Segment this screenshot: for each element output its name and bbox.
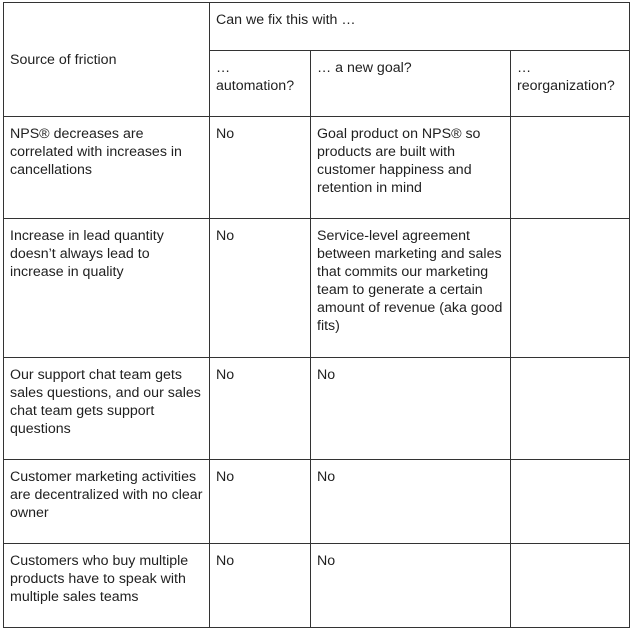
- source-cell: NPS® decreases are correlated with incre…: [3, 116, 210, 219]
- friction-table: Source of friction Can we fix this with …: [3, 2, 631, 628]
- automation-cell: No: [209, 116, 311, 219]
- table-header-row: Source of friction Can we fix this with …: [3, 2, 631, 117]
- new-goal-cell: No: [310, 459, 511, 544]
- new-goal-header: … a new goal?: [310, 50, 511, 117]
- reorganization-cell: [509, 543, 631, 628]
- reorganization-cell: [509, 357, 631, 460]
- table-row: NPS® decreases are correlated with incre…: [3, 116, 631, 219]
- source-cell: Customers who buy multiple products have…: [3, 543, 210, 628]
- friction-table-page: Source of friction Can we fix this with …: [3, 2, 631, 628]
- table-row: Our support chat team gets sales questio…: [3, 357, 631, 460]
- source-of-friction-header: Source of friction: [3, 2, 210, 117]
- automation-cell: No: [209, 543, 311, 628]
- table-row: Customers who buy multiple products have…: [3, 543, 631, 628]
- automation-cell: No: [209, 357, 311, 460]
- automation-cell: No: [209, 459, 311, 544]
- new-goal-cell: No: [310, 543, 511, 628]
- reorganization-cell: [509, 116, 631, 219]
- source-cell: Customer marketing activities are decent…: [3, 459, 210, 544]
- reorganization-cell: [509, 218, 631, 358]
- fix-question-header: Can we fix this with …: [208, 2, 631, 51]
- table-row: Customer marketing activities are decent…: [3, 459, 631, 544]
- new-goal-cell: Service-level agreement between marketin…: [310, 218, 511, 358]
- table-row: Increase in lead quantity doesn’t always…: [3, 218, 631, 358]
- automation-header: … automation?: [209, 50, 311, 117]
- automation-cell: No: [209, 218, 311, 358]
- reorganization-cell: [509, 459, 631, 544]
- source-cell: Increase in lead quantity doesn’t always…: [3, 218, 210, 358]
- new-goal-cell: Goal product on NPS® so products are bui…: [310, 116, 511, 219]
- reorganization-header: … reorganization?: [509, 50, 631, 117]
- table-subheader-row: … automation? … a new goal? … reorganiza…: [4, 50, 631, 117]
- source-cell: Our support chat team gets sales questio…: [3, 357, 210, 460]
- new-goal-cell: No: [310, 357, 511, 460]
